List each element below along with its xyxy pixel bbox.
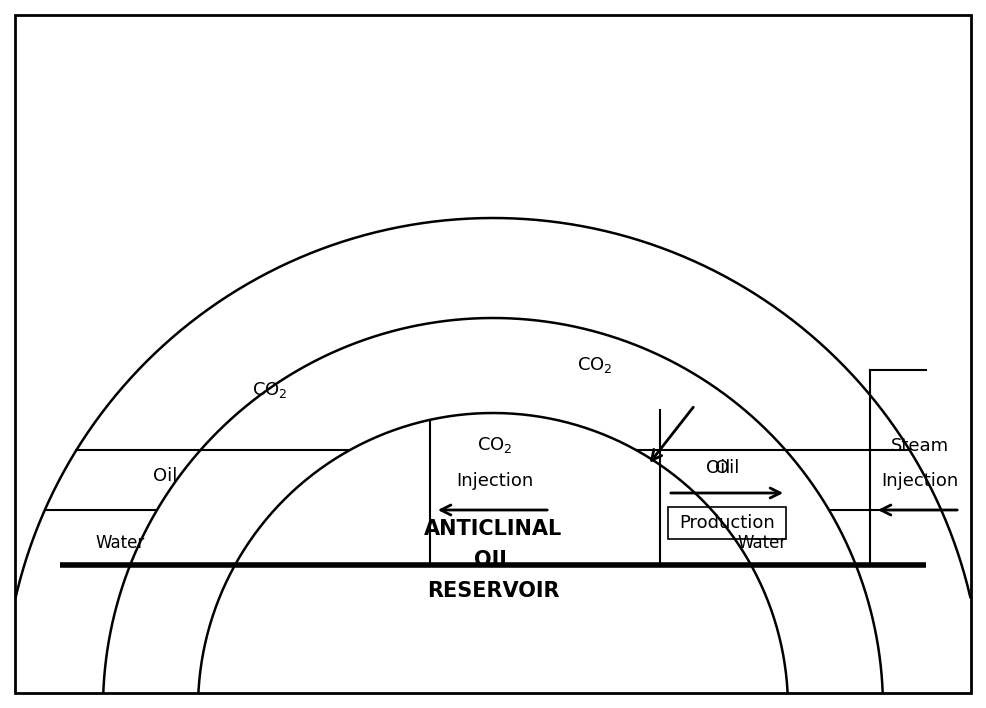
Text: CO$_2$: CO$_2$: [477, 435, 513, 455]
Text: Oil: Oil: [153, 467, 177, 485]
Text: CO$_2$: CO$_2$: [577, 355, 613, 375]
Text: Oil: Oil: [706, 459, 731, 477]
Text: Steam: Steam: [891, 437, 950, 455]
Text: Water: Water: [96, 534, 145, 552]
Text: Oil: Oil: [715, 459, 740, 477]
Text: Injection: Injection: [881, 472, 958, 490]
Bar: [668, 507, 786, 539]
Text: ANTICLINAL
OIL
RESERVOIR: ANTICLINAL OIL RESERVOIR: [424, 519, 562, 601]
Text: Water: Water: [738, 534, 787, 552]
Text: Production: Production: [679, 514, 775, 532]
Text: CO$_2$: CO$_2$: [252, 380, 288, 400]
Text: Injection: Injection: [457, 472, 533, 490]
